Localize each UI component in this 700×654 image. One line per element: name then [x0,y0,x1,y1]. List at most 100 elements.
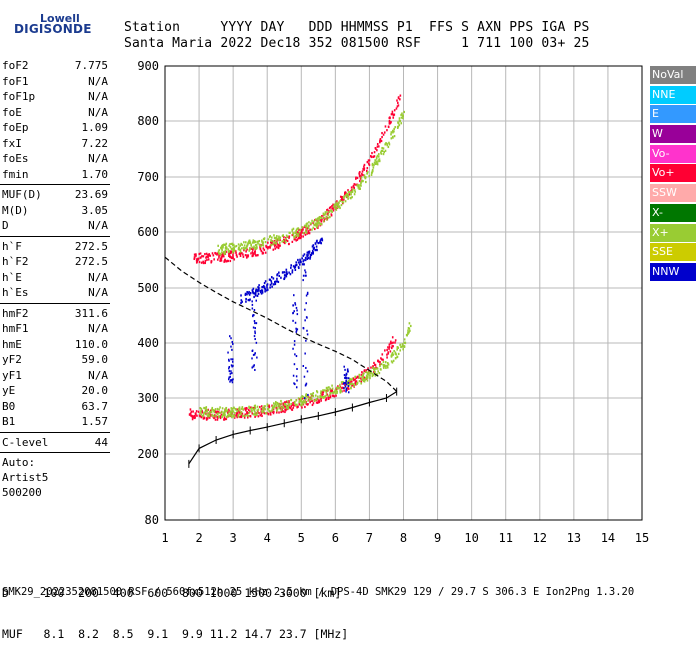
echo-point [218,408,220,411]
echo-point [237,247,240,250]
echo-point [299,236,301,240]
echo-point [274,403,277,406]
echo-point [405,333,408,337]
echo-point [358,376,361,379]
echo-point [268,406,270,409]
echo-point [212,414,214,417]
echo-point [278,404,281,407]
echo-point [266,404,269,407]
echo-point [365,180,367,184]
echo-point [270,239,272,242]
echo-point [188,413,191,416]
echo-point [396,348,398,351]
param-row: fxI 7.22 [0,136,110,152]
echo-point [271,409,273,412]
echo-point [247,408,250,412]
echo-point [288,242,290,246]
echo-point [240,299,243,302]
echo-point [230,407,233,410]
echo-point [239,415,241,419]
echo-point [239,412,242,416]
echo-point [202,261,205,265]
echo-point [253,241,255,244]
echo-point [373,368,376,371]
echo-point [303,253,306,256]
param-value: N/A [88,152,108,165]
echo-point [236,255,238,258]
echo-point [293,363,296,366]
echo-point [257,254,259,257]
echo-point [388,119,391,123]
echo-point [386,366,389,369]
param-value: 1.57 [81,415,109,428]
echo-point [220,256,223,259]
echo-point [243,244,246,247]
echo-point [280,402,283,405]
param-name: foF1p [2,90,36,103]
electron-density-profile [188,391,398,465]
echo-point [274,245,276,248]
echo-point [291,240,294,243]
echo-point [253,409,256,412]
echo-point [189,408,192,411]
echo-point [335,394,337,397]
echo-point [207,256,209,259]
echo-point [274,243,277,246]
echo-point [377,160,379,163]
echo-point [295,228,298,231]
echo-point [407,332,409,335]
echo-point [325,394,328,397]
echo-point [228,249,230,253]
echo-point [384,361,387,364]
legend-item: Vo- [650,144,696,163]
param-value: 7.775 [74,59,108,72]
echo-point [382,152,385,156]
echo-point [365,169,368,173]
echo-point [206,417,209,420]
echo-point [214,252,217,255]
echo-point [295,239,298,242]
autoscaling-text: Auto: [2,456,36,469]
echo-point [304,400,307,404]
echo-point [225,250,228,253]
echo-point [361,378,364,381]
echo-point [335,201,338,204]
echo-point [296,313,299,316]
echo-point [200,407,203,410]
echo-point [378,158,381,161]
echo-point [194,412,197,415]
echo-point [221,253,223,257]
echo-point [365,375,368,378]
echo-point [383,150,386,154]
echo-point [371,164,374,167]
echo-point [278,271,280,274]
echo-point [344,200,347,203]
param-value: N/A [88,105,108,119]
echo-point [391,129,394,132]
echo-point [269,245,271,248]
echo-point [368,159,371,162]
echo-point [231,407,234,410]
echo-point [250,406,252,409]
echo-point [376,162,378,165]
echo-point [299,228,302,231]
echo-point [242,246,245,249]
echo-point [244,292,247,295]
echo-point [233,258,236,261]
echo-point [348,379,350,383]
echo-point [387,125,390,129]
echo-point [238,406,241,409]
echo-point [350,386,352,389]
echo-point [321,215,323,218]
echo-point [203,411,205,414]
echo-point [249,247,251,250]
echo-point [232,378,234,381]
param-value: 7.22 [81,136,109,150]
echo-point [301,226,303,229]
param-row: foE N/A [0,105,110,121]
echo-point [272,248,275,251]
legend-item: SSE [650,243,696,262]
echo-point [245,406,248,410]
echo-point [372,367,375,370]
echo-point [380,152,383,155]
